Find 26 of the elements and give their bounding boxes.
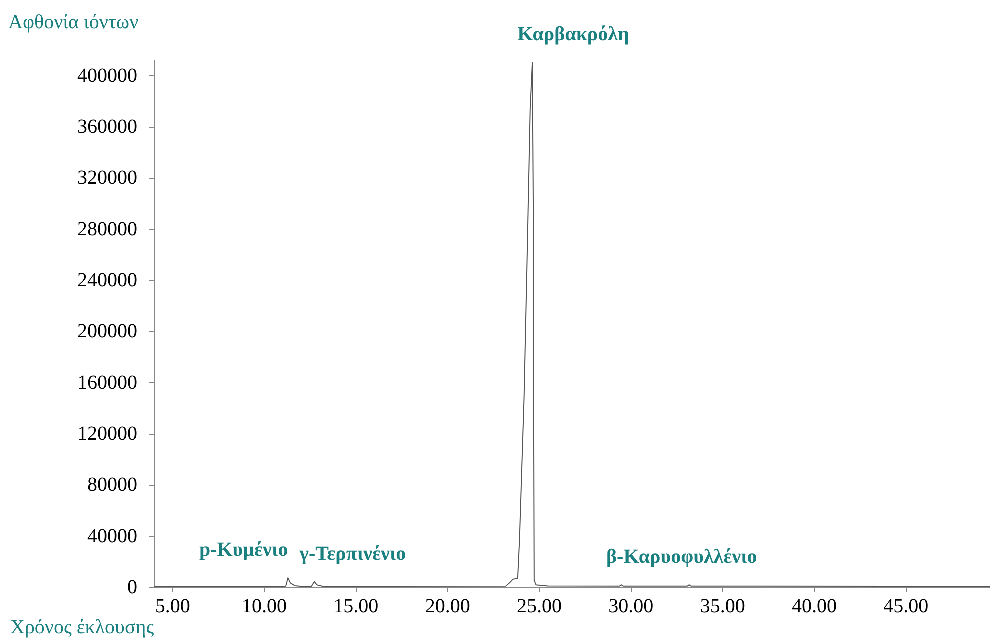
x-axis-title: Χρόνος έκλουσης [10,616,154,638]
y-axis-title: Αφθονία ιόντων [8,12,139,34]
x-tick-label: 45.00 [884,596,929,618]
y-tick-label: 320000 [78,167,138,190]
y-tick-label: 400000 [78,64,138,87]
x-tick-label: 25.00 [517,596,562,618]
y-tick-label: 280000 [78,218,138,240]
y-tick-label: 360000 [78,116,138,138]
y-tick-label: 120000 [78,423,138,446]
y-tick-label: 160000 [78,372,138,394]
y-tick-label: 40000 [88,525,138,548]
x-tick-label: 5.00 [155,596,190,618]
x-tick-label: 20.00 [425,596,470,618]
annotation: β-Καρυοφυλλένιο [606,546,758,568]
annotation: p-Κυμένιο [199,539,288,562]
x-tick-label: 30.00 [608,596,654,618]
y-tick-label: 240000 [78,270,138,292]
y-tick-label: 200000 [78,320,138,343]
x-tick-label: 35.00 [700,596,746,618]
x-tick-label: 40.00 [792,596,837,618]
x-tick-label: 10.00 [242,596,287,618]
annotation: γ-Τερπινένιο [298,542,406,565]
annotation: Καρβακρόλη [518,24,630,46]
y-tick-label: 80000 [88,474,138,496]
y-tick-label: 0 [128,576,138,598]
x-tick-label: 15.00 [334,596,379,618]
